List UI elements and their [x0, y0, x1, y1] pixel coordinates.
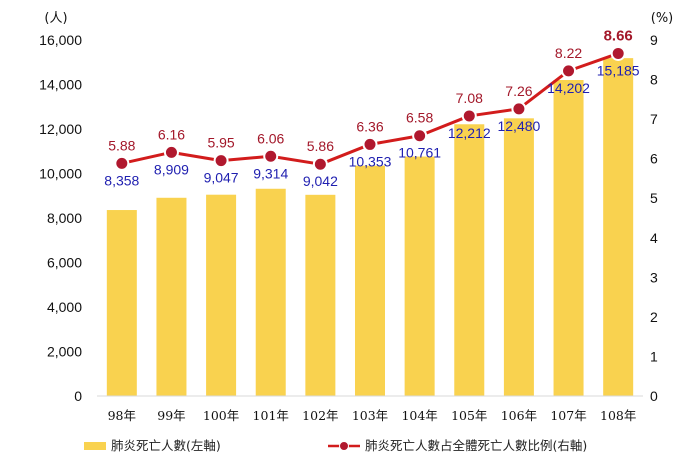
line-data-label: 6.58 [406, 110, 433, 126]
bar-data-label: 12,480 [497, 118, 540, 134]
x-tick-label: 104年 [401, 408, 437, 423]
y-left-tick-label: 4,000 [47, 299, 82, 315]
bar [503, 118, 534, 396]
y-left-tick-label: 0 [74, 388, 82, 404]
y-right-tick-label: 3 [650, 269, 658, 285]
line-marker [610, 45, 626, 61]
y-right-tick-label: 5 [650, 190, 658, 206]
y-right-tick-label: 1 [650, 348, 658, 364]
y-left-tick-label: 6,000 [47, 255, 82, 271]
line-marker [263, 148, 279, 164]
line-marker [163, 144, 179, 160]
y-left-tick-label: 12,000 [39, 121, 82, 137]
bar-data-label: 9,042 [303, 173, 338, 189]
bar-data-label: 10,353 [349, 153, 392, 169]
y-left-tick-label: 14,000 [39, 77, 82, 93]
line-data-label: 6.36 [356, 118, 383, 134]
line-data-label: 6.16 [158, 126, 185, 142]
y-left-tick-label: 8,000 [47, 210, 82, 226]
bar [603, 58, 634, 396]
x-tick-label: 101年 [253, 408, 289, 423]
legend-bar-swatch [84, 442, 106, 450]
bar [156, 197, 187, 396]
bar-data-label: 10,761 [398, 145, 441, 161]
x-tick-label: 105年 [451, 408, 487, 423]
x-tick-label: 98年 [108, 408, 136, 423]
y-right-tick-label: 0 [650, 388, 658, 404]
bar-data-label: 14,202 [547, 80, 590, 96]
bar [553, 80, 584, 397]
bar [206, 194, 237, 396]
line-data-label: 8.66 [604, 27, 633, 44]
line-data-label: 6.06 [257, 130, 284, 146]
line-marker [412, 128, 428, 144]
x-tick-label: 100年 [203, 408, 239, 423]
x-tick-label: 102年 [302, 408, 338, 423]
bar-data-label: 9,314 [253, 165, 288, 181]
y-right-unit: (%) [651, 11, 674, 26]
bar-data-label: 12,212 [448, 125, 491, 141]
x-tick-label: 99年 [157, 408, 185, 423]
legend-line-marker [339, 441, 349, 451]
bar-data-label: 8,358 [104, 172, 139, 188]
x-tick-label: 108年 [600, 408, 636, 423]
legend-bar-label: 肺炎死亡人數(左軸) [111, 438, 221, 453]
y-right-tick-label: 7 [650, 111, 658, 127]
y-right-tick-label: 9 [650, 32, 658, 48]
y-left-tick-label: 16,000 [39, 32, 82, 48]
legend-line-label: 肺炎死亡人數占全體死亡人數比例(右軸) [365, 438, 587, 453]
bar [106, 210, 137, 396]
y-left-unit: (人) [44, 11, 67, 26]
line-marker [561, 63, 577, 79]
y-right-tick-label: 8 [650, 72, 658, 88]
line-data-label: 5.95 [207, 135, 234, 151]
bar [404, 156, 435, 396]
line-data-label: 7.08 [456, 90, 483, 106]
line-data-label: 8.22 [555, 45, 582, 61]
line-data-label: 7.26 [505, 83, 532, 99]
line-marker [312, 156, 328, 172]
bar [355, 165, 385, 396]
line-data-label: 5.88 [108, 137, 135, 153]
bar [305, 194, 336, 396]
x-tick-label: 107年 [550, 408, 586, 423]
y-right-tick-label: 2 [650, 309, 658, 325]
bar-data-label: 8,909 [154, 161, 189, 177]
line-marker [362, 136, 378, 152]
line-marker [461, 108, 477, 124]
line-data-label: 5.86 [307, 138, 334, 154]
y-left-tick-label: 10,000 [39, 166, 82, 182]
y-right-tick-label: 4 [650, 230, 658, 246]
bar-data-label: 15,185 [597, 62, 640, 78]
line-marker [114, 155, 130, 171]
bar [454, 124, 485, 397]
y-left-tick-label: 2,000 [47, 344, 82, 360]
bar [255, 188, 286, 396]
y-right-tick-label: 6 [650, 151, 658, 167]
bar-data-label: 9,047 [204, 170, 239, 186]
line-marker [511, 101, 527, 117]
x-tick-label: 103年 [352, 408, 388, 423]
x-tick-label: 106年 [501, 408, 537, 423]
line-marker [213, 153, 229, 169]
